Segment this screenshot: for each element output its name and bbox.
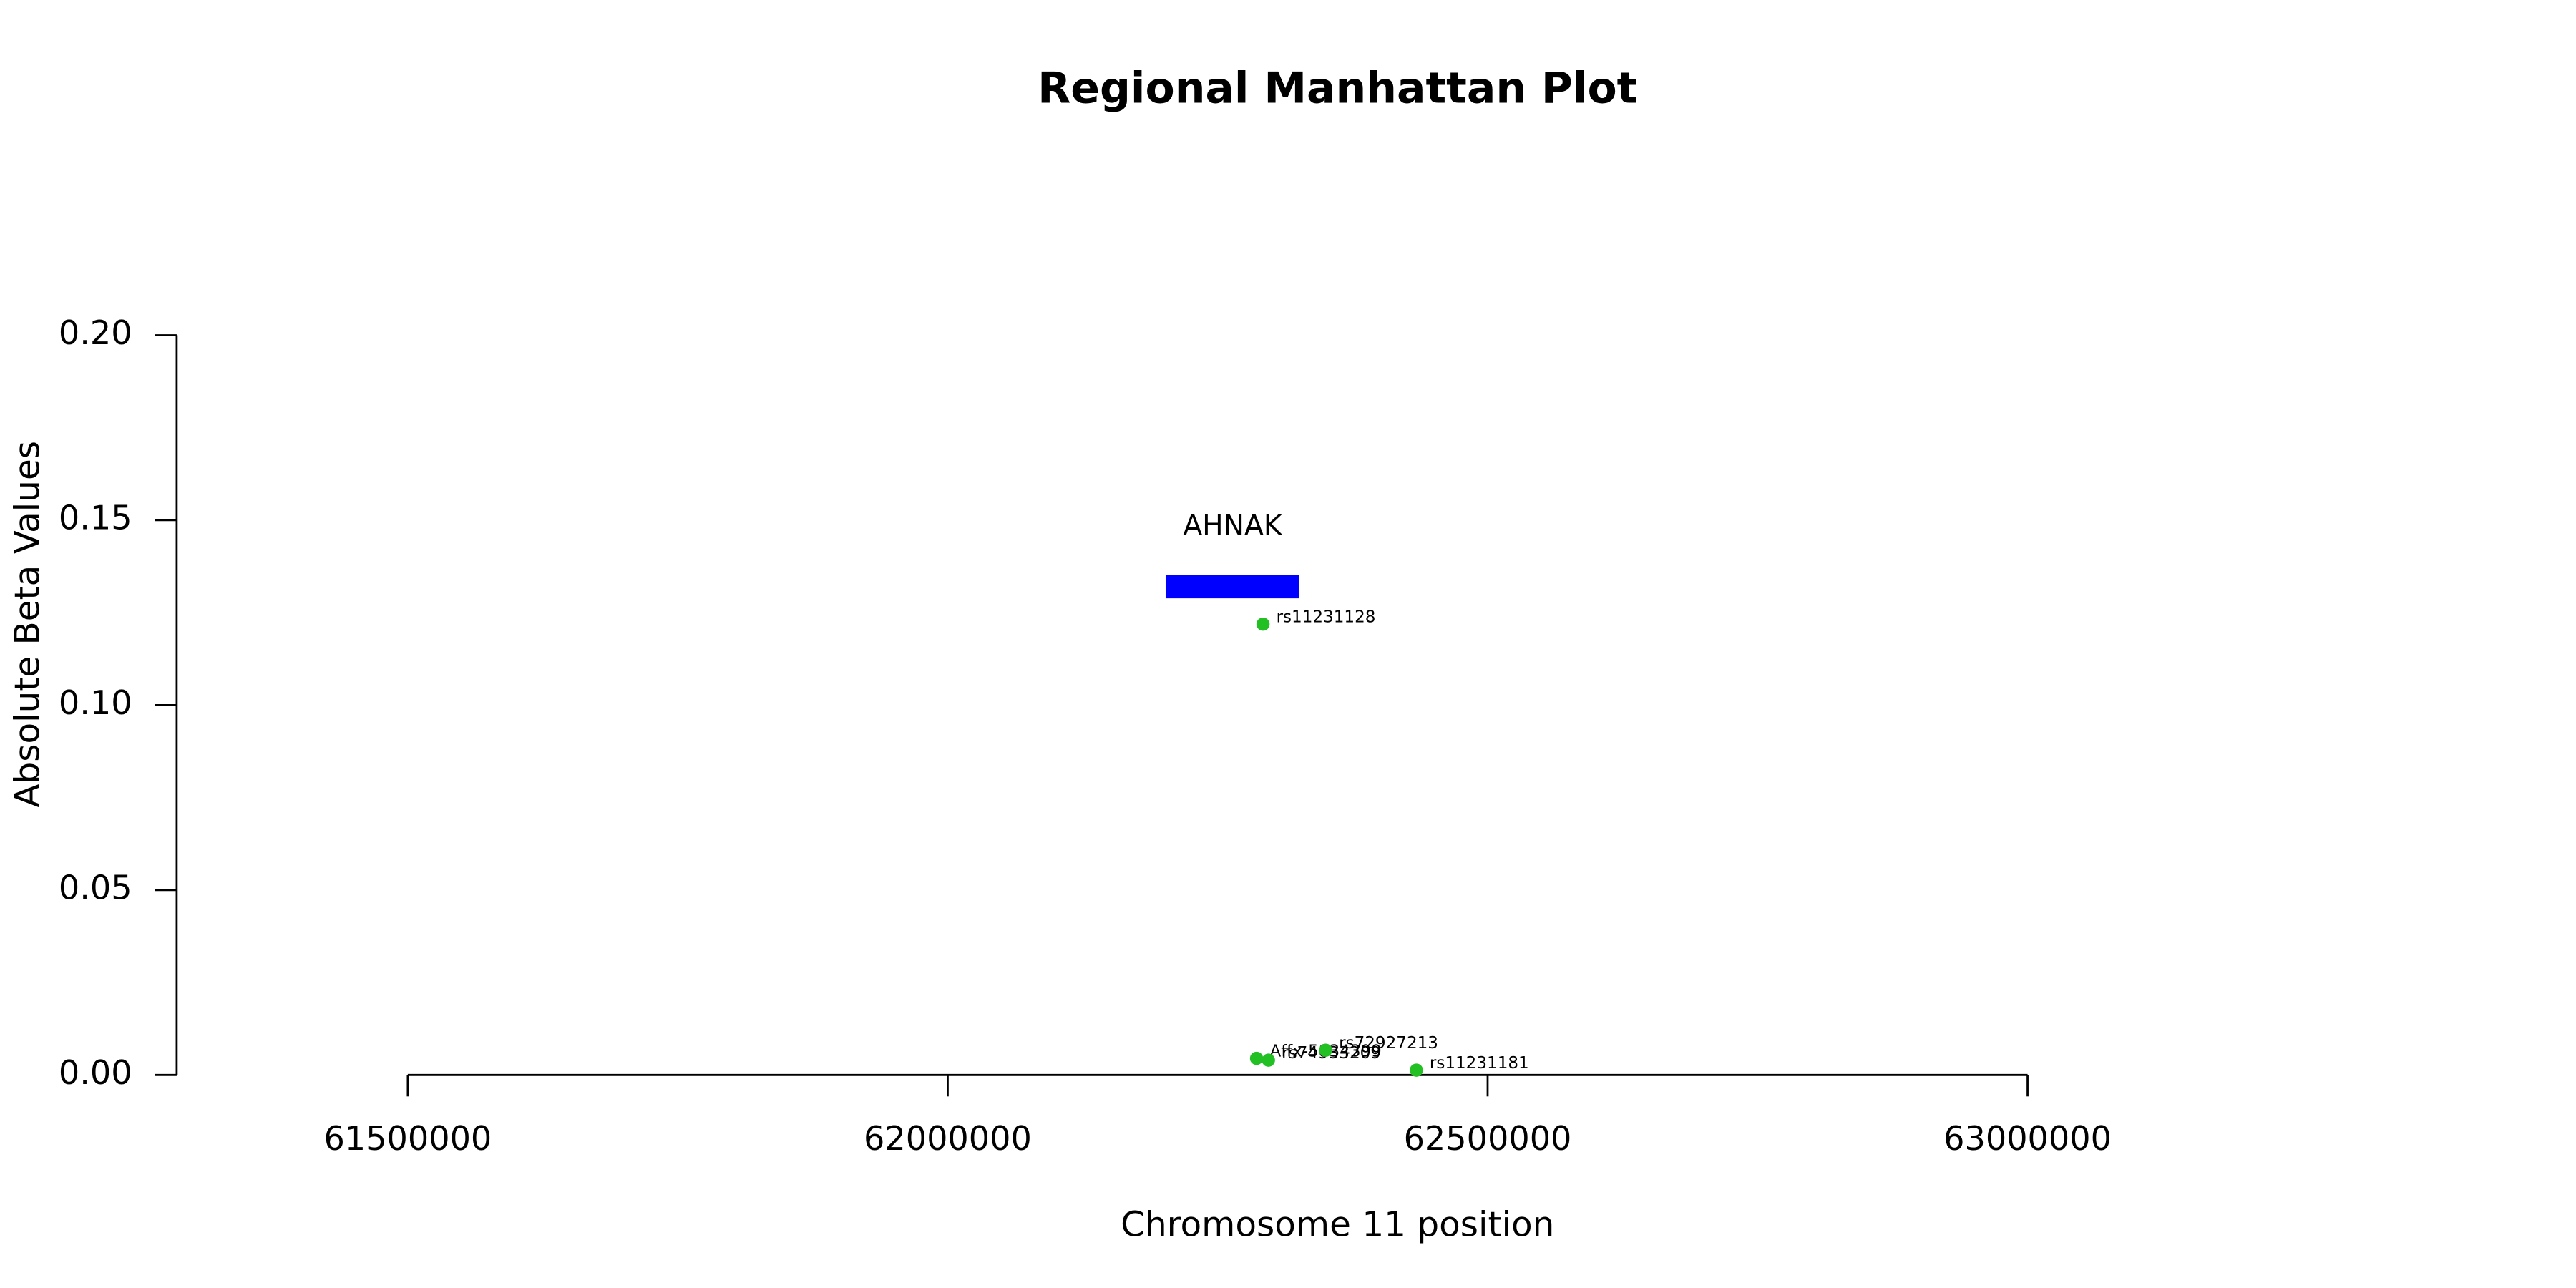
point-label: rs11231128	[1277, 608, 1376, 626]
point-label: rs72927213	[1339, 1034, 1438, 1053]
y-tick-label: 0.10	[59, 683, 132, 722]
point	[1256, 617, 1270, 631]
x-axis-label: Chromosome 11 position	[1121, 1205, 1554, 1245]
y-axis-label: Absolute Beta Values	[8, 441, 48, 808]
x-tick-label: 62000000	[864, 1119, 1032, 1158]
gene-bar	[1165, 575, 1299, 599]
point	[1249, 1051, 1264, 1065]
x-tick-label: 63000000	[1943, 1119, 2112, 1158]
point	[1319, 1043, 1332, 1057]
y-tick-label: 0.15	[59, 498, 132, 537]
y-tick-label: 0.00	[59, 1053, 132, 1092]
x-tick-label: 61500000	[323, 1119, 492, 1158]
gene-label: AHNAK	[1183, 509, 1282, 542]
x-tick-label: 62500000	[1404, 1119, 1572, 1158]
point-label: rs11231181	[1430, 1054, 1529, 1073]
point	[1262, 1053, 1275, 1067]
chart-title: Regional Manhattan Plot	[1038, 64, 1637, 114]
y-tick-label: 0.20	[59, 313, 132, 352]
y-tick-label: 0.05	[59, 868, 132, 907]
point	[1410, 1063, 1423, 1077]
